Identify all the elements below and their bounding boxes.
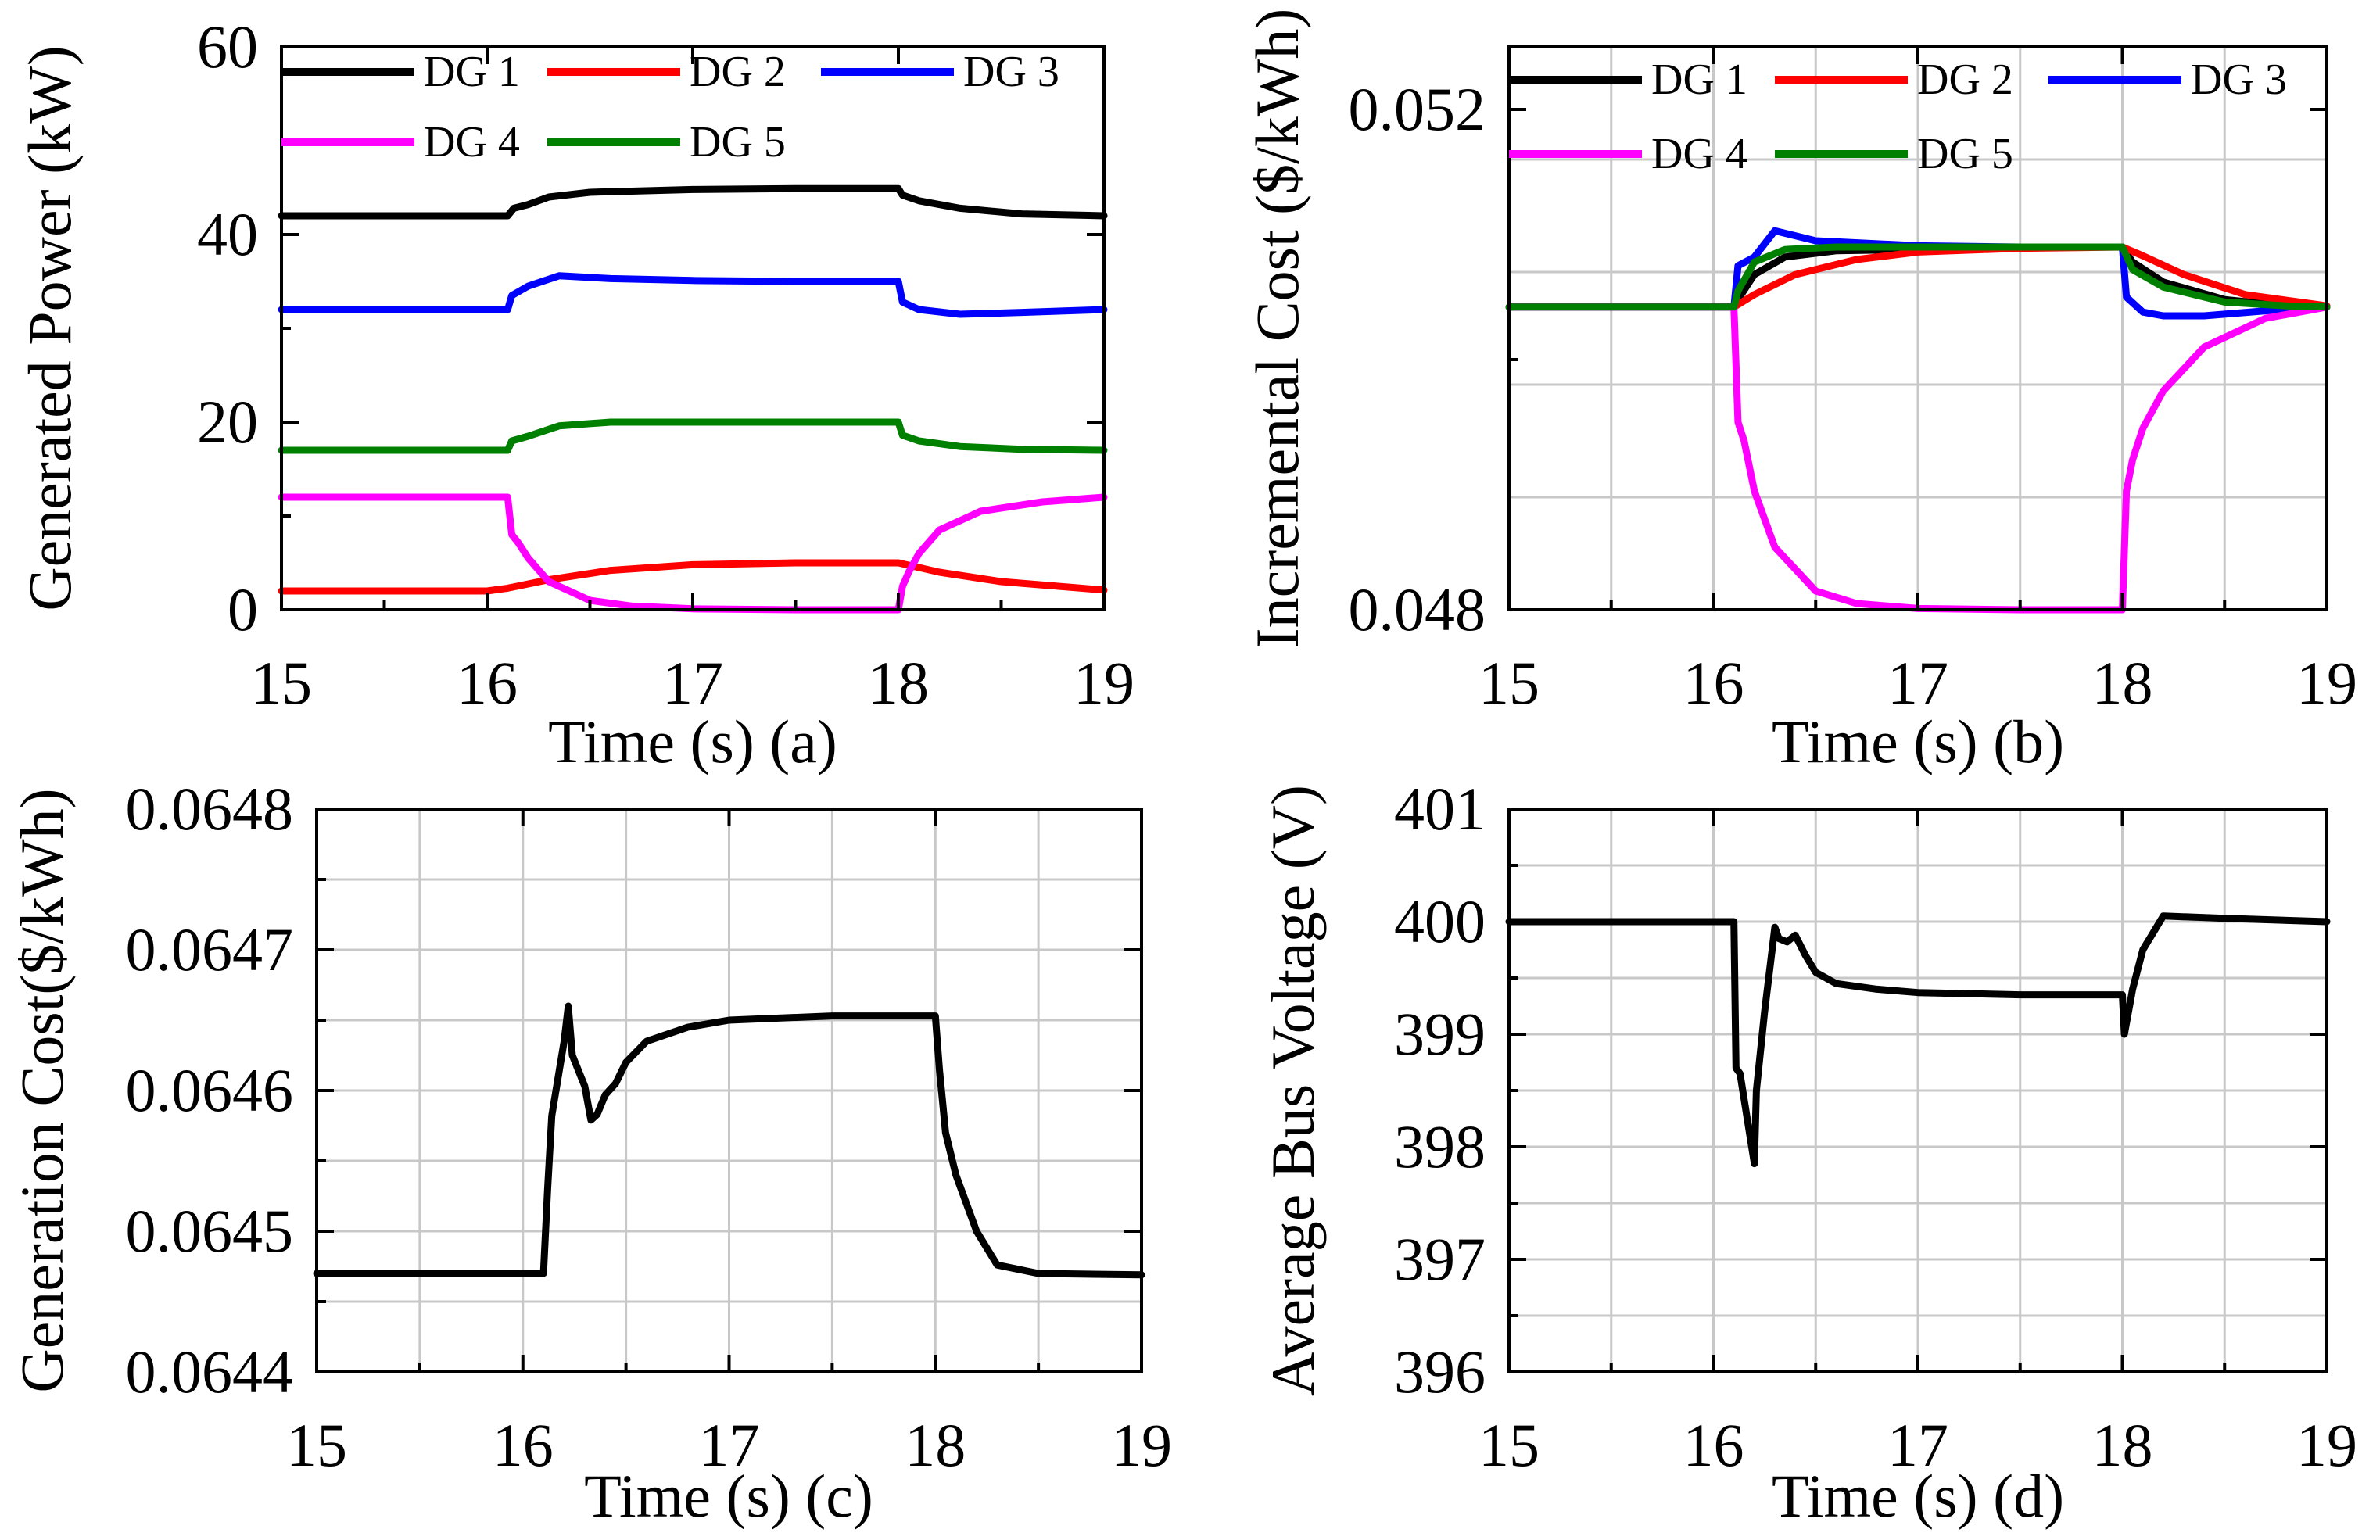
x-tick-label: 15	[286, 1411, 347, 1479]
x-tick-label: 18	[905, 1411, 966, 1479]
panel-b: 15 16 17 18 19 0.048 0.052 Time (s) (b) Incremen…	[1243, 9, 2357, 775]
series-line-dg-2	[278, 559, 1108, 595]
x-tick-label: 17	[699, 1411, 760, 1479]
y-tick-label: 0.0646	[126, 1056, 294, 1124]
grid	[317, 809, 1142, 1372]
x-axis-title: Time (s) (a)	[548, 707, 837, 775]
x-tick-label: 19	[2296, 649, 2357, 717]
x-tick-label: 17	[1887, 1411, 1948, 1479]
grid	[1509, 809, 2327, 1372]
x-tick-label: 19	[1074, 649, 1134, 717]
y-axis: 0.0644 0.0645 0.0646 0.0647 0.0648	[126, 775, 1142, 1406]
y-tick-label: 401	[1394, 775, 1486, 843]
y-tick-label: 398	[1394, 1112, 1486, 1180]
x-tick-label: 15	[251, 649, 312, 717]
y-tick-label: 399	[1394, 1000, 1486, 1068]
x-axis-title: Time (s) (b)	[1772, 707, 2064, 775]
y-axis-title: Generation Cost($/kWh)	[8, 788, 76, 1392]
x-axis: 15 16 17 18 19	[286, 809, 1172, 1479]
y-tick-label: 0.0647	[126, 915, 294, 983]
x-tick-label: 16	[493, 1411, 554, 1479]
y-axis-title: Incremental Cost ($/kWh)	[1243, 9, 1311, 649]
legend-label: DG 5	[690, 118, 786, 167]
y-tick-label: 20	[197, 388, 258, 456]
series-group	[313, 1002, 1145, 1279]
x-tick-label: 18	[2092, 1411, 2153, 1479]
x-tick-label: 18	[868, 649, 929, 717]
y-tick-label: 400	[1394, 887, 1486, 955]
series-line-dg-5	[1505, 243, 2331, 311]
panel-c: 15 16 17 18 19 0.0644 0.0645 0.0646 0.0647 0.0648…	[8, 775, 1172, 1530]
x-axis-title: Time (s) (d)	[1772, 1462, 2064, 1530]
y-tick-label: 0.0644	[126, 1338, 294, 1406]
y-tick-label: 0.0645	[126, 1197, 294, 1265]
y-tick-label: 0.048	[1349, 575, 1486, 643]
x-axis: 15 16 17 18 19	[1479, 47, 2357, 717]
legend-label: DG 1	[424, 48, 520, 96]
y-tick-label: 0.052	[1349, 75, 1486, 143]
y-axis-title: Generated Power (kW)	[16, 45, 84, 611]
legend-label: DG 4	[424, 118, 520, 167]
legend-label: DG 4	[1651, 130, 1747, 178]
series-group	[278, 184, 1108, 614]
x-tick-label: 16	[1683, 649, 1744, 717]
x-tick-label: 16	[457, 649, 518, 717]
series-line-dg-5	[278, 418, 1108, 454]
y-tick-label: 60	[197, 13, 258, 81]
y-tick-label: 0	[228, 575, 258, 643]
x-tick-label: 17	[1887, 649, 1948, 717]
x-axis: 15 16 17 18 19	[251, 47, 1134, 717]
x-tick-label: 15	[1479, 1411, 1539, 1479]
y-axis: 0.048 0.052	[1349, 75, 2327, 643]
series-line-average-bus-voltage	[1505, 912, 2331, 1168]
y-tick-label: 0.0648	[126, 775, 294, 843]
x-axis: 15 16 17 18 19	[1479, 809, 2357, 1479]
legend-label: DG 5	[1917, 130, 2013, 178]
x-tick-label: 17	[662, 649, 723, 717]
series-line-dg-3	[278, 272, 1108, 318]
x-tick-label: 19	[2296, 1411, 2357, 1479]
y-axis-title: Average Bus Voltage (V)	[1259, 785, 1327, 1396]
legend-label: DG 2	[1917, 56, 2013, 104]
legend: DG 1 DG 2 DG 3 DG 4 DG 5	[1509, 56, 2287, 178]
legend-label: DG 3	[2191, 56, 2287, 104]
y-tick-label: 397	[1394, 1225, 1486, 1293]
x-tick-label: 15	[1479, 649, 1539, 717]
legend-label: DG 3	[963, 48, 1059, 96]
legend-label: DG 1	[1651, 56, 1747, 104]
x-axis-title: Time (s) (c)	[584, 1462, 873, 1530]
legend: DG 1 DG 2 DG 3 DG 4 DG 5	[281, 48, 1059, 167]
x-tick-label: 16	[1683, 1411, 1744, 1479]
y-tick-label: 40	[197, 200, 258, 268]
series-group	[1505, 912, 2331, 1168]
series-line-dg-1	[278, 184, 1108, 220]
legend-label: DG 2	[690, 48, 786, 96]
y-axis: 0 20 40 60	[197, 13, 1104, 643]
panel-a: 15 16 17 18 19 0 20 40 60 Time (s) (a) Generated P…	[16, 13, 1134, 775]
y-tick-label: 396	[1394, 1338, 1486, 1406]
x-tick-label: 18	[2092, 649, 2153, 717]
panel-d: 15 16 17 18 19 396 397 398 399 400 401 Time (s) (d)…	[1259, 775, 2357, 1530]
x-tick-label: 19	[1111, 1411, 1172, 1479]
y-axis: 396 397 398 399 400 401	[1394, 775, 2327, 1406]
series-line-generation-cost	[313, 1002, 1145, 1279]
grid	[1509, 47, 2327, 610]
